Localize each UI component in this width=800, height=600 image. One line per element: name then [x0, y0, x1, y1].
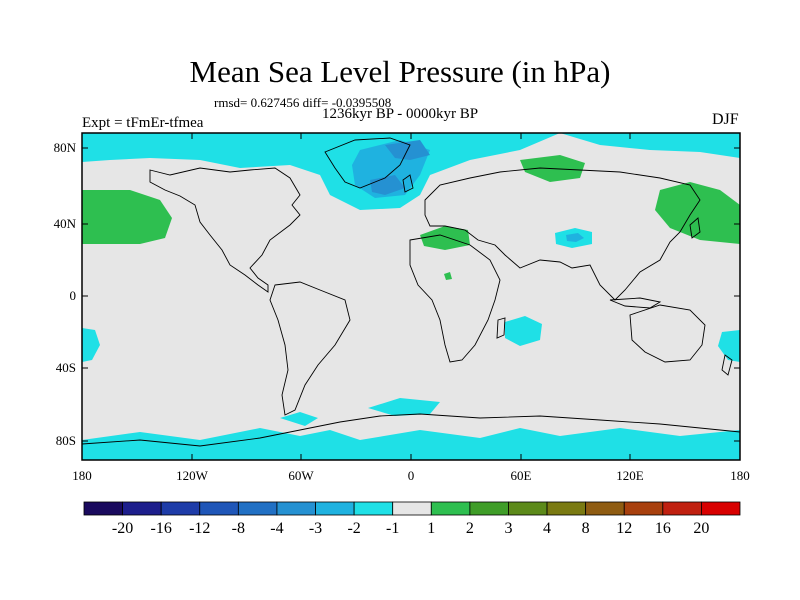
anomaly-tibet-core [566, 233, 584, 242]
coast-north-america [149, 167, 301, 293]
anomaly-north-atlantic-core2 [370, 175, 405, 195]
colorbar-label: 8 [581, 520, 590, 537]
anomaly-south-pacific-west [82, 328, 100, 362]
longitude-label: 120W [176, 468, 208, 483]
coast-south-america [269, 281, 351, 416]
anomaly-pacific-east-positive [655, 182, 740, 244]
coast-australia [629, 304, 706, 363]
colorbar-label: 3 [504, 520, 513, 537]
axis-ticks [81, 133, 741, 460]
colorbar-label: -1 [386, 520, 400, 537]
latitude-label: 40S [55, 360, 76, 375]
longitude-label: 0 [407, 468, 415, 483]
anomaly-southern-ocean-3 [280, 412, 318, 426]
longitude-label: 180 [72, 468, 92, 483]
colorbar-label: -16 [150, 520, 172, 537]
longitude-label: 120E [616, 468, 644, 483]
longitude-label: 60E [510, 468, 532, 483]
period-label: 1236kyr BP - 0000kyr BP [322, 106, 479, 122]
colorbar-swatch [276, 501, 316, 516]
anomaly-south-pacific-east [718, 330, 740, 362]
colorbar-swatch [430, 501, 471, 516]
colorbar-swatch [623, 501, 664, 516]
colorbar-label: -3 [308, 520, 323, 537]
colorbar-swatch [662, 501, 702, 516]
longitude-label: 60W [288, 468, 314, 483]
colorbar-label: 12 [616, 520, 633, 537]
colorbar-label: 20 [693, 520, 710, 537]
anomaly-southern-ocean [82, 428, 740, 460]
stats-line: rmsd= 0.627456 diff= -0.0395508 [214, 95, 392, 110]
anomaly-fills [82, 133, 740, 460]
colorbar-label: -8 [231, 520, 245, 537]
colorbar-swatch [546, 501, 587, 516]
colorbar-swatch [237, 501, 278, 516]
colorbar-swatch [469, 501, 509, 516]
coast-antarctica [81, 413, 741, 447]
latitude-label: 40N [53, 216, 76, 231]
coast-africa [409, 234, 501, 363]
season-label: DJF [712, 111, 739, 128]
coast-japan [689, 217, 701, 239]
colorbar-swatch [315, 501, 355, 516]
colorbar-swatch [508, 501, 548, 516]
colorbar-swatch [83, 501, 123, 516]
longitude-label: 180 [730, 468, 750, 483]
chart-title: Mean Sea Level Pressure (in hPa) [189, 54, 611, 89]
coast-uk [402, 174, 414, 193]
anomaly-southern-ocean-2 [368, 398, 440, 416]
colorbar-label: 2 [465, 520, 474, 537]
colorbar-swatch [160, 501, 201, 516]
colorbar-label: -12 [189, 520, 211, 537]
anomaly-north-atlantic [82, 133, 560, 210]
anomaly-pacific-west-positive [82, 190, 172, 244]
coast-eurasia [424, 167, 701, 301]
colorbar-swatch [585, 501, 625, 516]
colorbar-label: 1 [427, 520, 436, 537]
colorbar-label: -2 [347, 520, 361, 537]
colorbar-label: -4 [270, 520, 284, 537]
colorbar [83, 501, 741, 516]
coast-greenland [324, 137, 411, 189]
coastlines [81, 137, 741, 447]
colorbar-swatch [701, 501, 741, 516]
coast-new-zealand [721, 354, 733, 376]
colorbar-swatch [392, 501, 432, 516]
anomaly-mediterranean-positive [420, 226, 470, 250]
coast-madagascar [496, 317, 506, 339]
colorbar-swatch [353, 501, 394, 516]
coast-indonesia [609, 297, 662, 309]
latitude-label: 80N [53, 140, 76, 155]
anomaly-arctic-east [560, 133, 740, 158]
anomaly-indian-ocean-negative [505, 316, 542, 346]
colorbar-label: -20 [111, 520, 134, 537]
latitude-label: 80S [55, 433, 76, 448]
colorbar-swatch [199, 501, 239, 516]
colorbar-label: 16 [654, 520, 671, 537]
latitude-label: 0 [69, 288, 77, 303]
colorbar-label: 4 [543, 520, 552, 537]
colorbar-swatch [122, 501, 162, 516]
anomaly-africa-small-positive [444, 272, 452, 280]
experiment-label: Expt = tFmEr-tfmea [82, 115, 204, 131]
